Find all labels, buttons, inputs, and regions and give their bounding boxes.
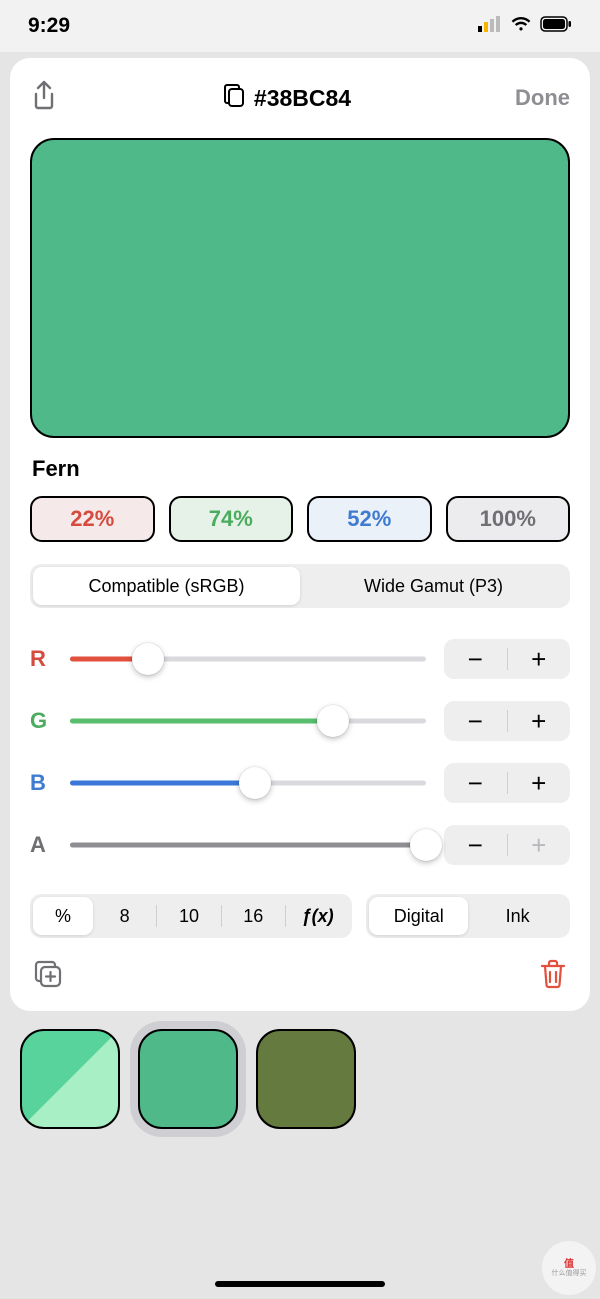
pct-chip-g[interactable]: 74% bbox=[169, 496, 294, 542]
gamut-segmented-control[interactable]: Compatible (sRGB) Wide Gamut (P3) bbox=[30, 564, 570, 608]
format-fx[interactable]: ƒ(x) bbox=[286, 897, 349, 935]
palette-item-2[interactable] bbox=[256, 1029, 356, 1129]
stepper-b-minus[interactable]: − bbox=[444, 763, 507, 803]
stepper-g: −+ bbox=[444, 701, 570, 741]
slider-a[interactable] bbox=[70, 830, 426, 860]
hex-display[interactable]: #38BC84 bbox=[222, 82, 351, 114]
color-editor-card: #38BC84 Done Fern 22% 74% 52% 100% Compa… bbox=[10, 58, 590, 1011]
format-segmented-control[interactable]: % 8 10 16 ƒ(x) bbox=[30, 894, 352, 938]
stepper-a-minus[interactable]: − bbox=[444, 825, 507, 865]
done-button[interactable]: Done bbox=[515, 85, 570, 111]
gamut-option-p3[interactable]: Wide Gamut (P3) bbox=[300, 567, 567, 605]
slider-row-g: G −+ bbox=[30, 690, 570, 752]
channel-label-a: A bbox=[30, 832, 52, 858]
stepper-r-minus[interactable]: − bbox=[444, 639, 507, 679]
pct-chip-r[interactable]: 22% bbox=[30, 496, 155, 542]
stepper-b-plus[interactable]: + bbox=[508, 763, 571, 803]
color-name: Fern bbox=[32, 456, 568, 482]
stepper-g-minus[interactable]: − bbox=[444, 701, 507, 741]
stepper-a-plus[interactable]: + bbox=[508, 825, 571, 865]
share-button[interactable] bbox=[30, 80, 58, 117]
stepper-r: −+ bbox=[444, 639, 570, 679]
slider-row-b: B −+ bbox=[30, 752, 570, 814]
palette-item-0[interactable] bbox=[20, 1029, 120, 1129]
stepper-g-plus[interactable]: + bbox=[508, 701, 571, 741]
slider-row-r: R −+ bbox=[30, 628, 570, 690]
stepper-r-plus[interactable]: + bbox=[508, 639, 571, 679]
cellular-icon bbox=[478, 14, 502, 38]
battery-icon bbox=[540, 14, 572, 38]
channel-label-b: B bbox=[30, 770, 52, 796]
delete-button[interactable] bbox=[538, 958, 568, 995]
format-row: % 8 10 16 ƒ(x) Digital Ink bbox=[30, 894, 570, 938]
format-percent[interactable]: % bbox=[33, 897, 93, 935]
format-10[interactable]: 10 bbox=[157, 897, 220, 935]
slider-row-a: A −+ bbox=[30, 814, 570, 876]
home-indicator[interactable] bbox=[215, 1281, 385, 1287]
format-16[interactable]: 16 bbox=[222, 897, 285, 935]
gamut-option-srgb[interactable]: Compatible (sRGB) bbox=[33, 567, 300, 605]
status-bar: 9:29 bbox=[0, 0, 600, 52]
medium-digital[interactable]: Digital bbox=[369, 897, 468, 935]
pct-chip-b[interactable]: 52% bbox=[307, 496, 432, 542]
watermark: 值 什么值得买 bbox=[542, 1241, 596, 1295]
channel-label-r: R bbox=[30, 646, 52, 672]
percentage-row: 22% 74% 52% 100% bbox=[30, 496, 570, 542]
stepper-b: −+ bbox=[444, 763, 570, 803]
color-swatch[interactable] bbox=[30, 138, 570, 438]
copy-icon bbox=[222, 82, 246, 114]
slider-g[interactable] bbox=[70, 706, 426, 736]
status-time: 9:29 bbox=[28, 14, 70, 38]
palette-item-1[interactable] bbox=[138, 1029, 238, 1129]
medium-ink[interactable]: Ink bbox=[468, 897, 567, 935]
medium-segmented-control[interactable]: Digital Ink bbox=[366, 894, 570, 938]
stepper-a: −+ bbox=[444, 825, 570, 865]
toolbar: #38BC84 Done bbox=[30, 76, 570, 120]
slider-b[interactable] bbox=[70, 768, 426, 798]
status-indicators bbox=[478, 14, 572, 38]
sliders: R −+ G −+ B −+ A bbox=[30, 628, 570, 876]
hex-value: #38BC84 bbox=[254, 85, 351, 112]
duplicate-button[interactable] bbox=[32, 958, 64, 995]
channel-label-g: G bbox=[30, 708, 52, 734]
slider-r[interactable] bbox=[70, 644, 426, 674]
palette-row bbox=[0, 1011, 600, 1129]
action-row bbox=[30, 958, 570, 995]
format-8[interactable]: 8 bbox=[93, 897, 156, 935]
wifi-icon bbox=[510, 14, 532, 38]
pct-chip-a[interactable]: 100% bbox=[446, 496, 571, 542]
